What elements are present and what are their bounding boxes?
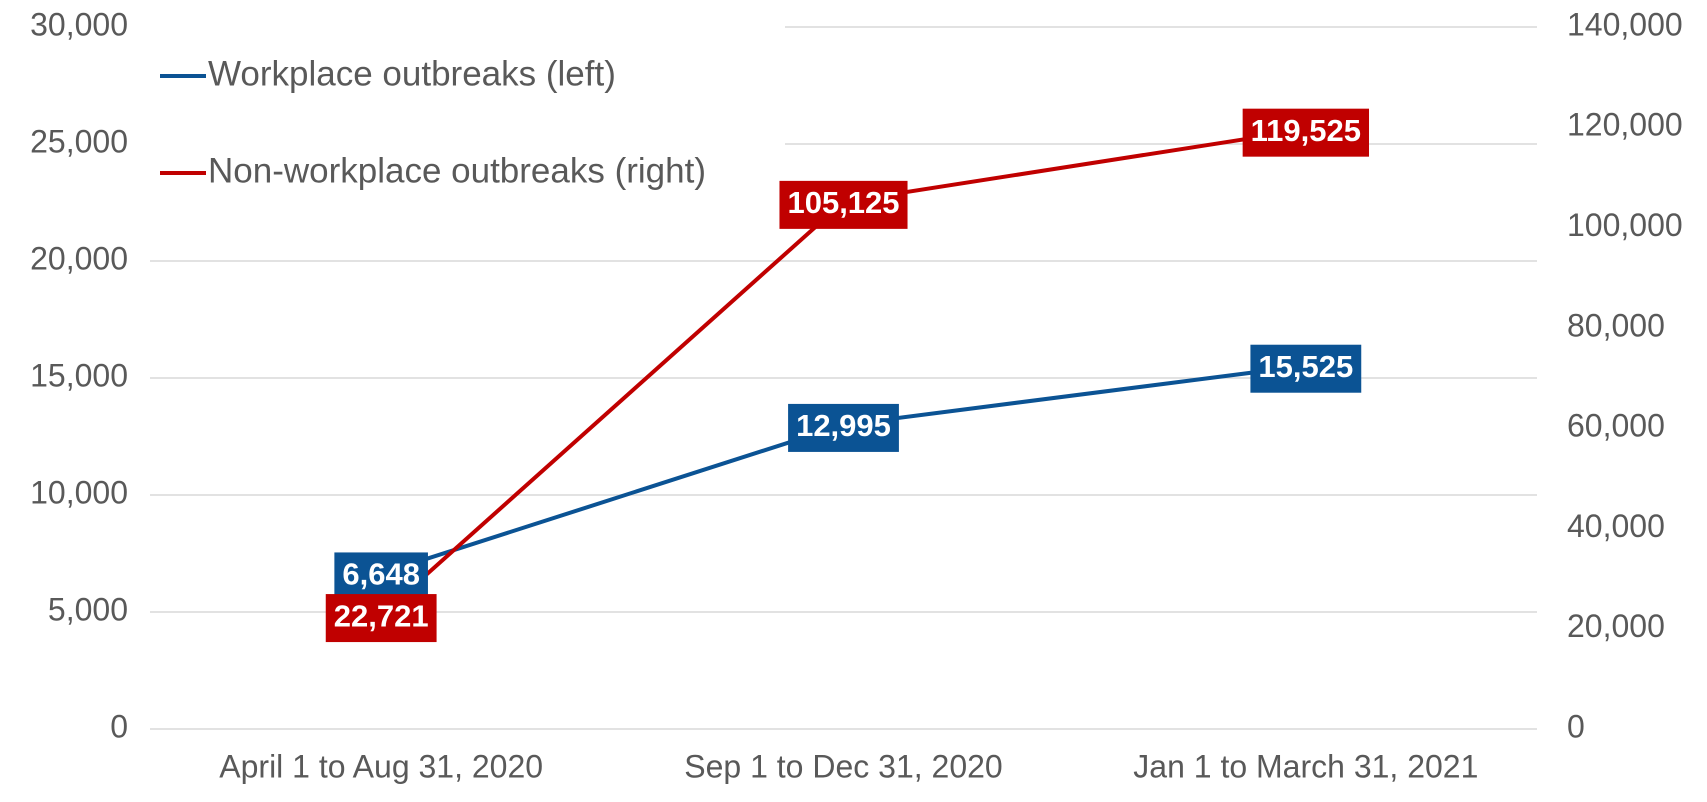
value-label-text: 15,525 xyxy=(1258,349,1353,384)
value-label-text: 22,721 xyxy=(334,598,429,633)
y-tick-label: 0 xyxy=(110,708,128,744)
value-label-box xyxy=(325,594,437,643)
y2-tick-label: 140,000 xyxy=(1567,6,1683,42)
y-tick-label: 25,000 xyxy=(30,123,128,159)
y2-tick-label: 0 xyxy=(1567,708,1585,744)
value-label: 15,525 xyxy=(1250,344,1362,393)
value-label: 119,525 xyxy=(1242,108,1370,157)
y2-tick-label: 20,000 xyxy=(1567,608,1665,644)
value-label-box xyxy=(1250,344,1362,393)
value-label-box xyxy=(334,552,428,601)
value-label-box xyxy=(1242,108,1370,157)
y-tick-label: 10,000 xyxy=(30,474,128,510)
value-label: 22,721 xyxy=(325,594,437,643)
value-label: 105,125 xyxy=(779,180,908,229)
y-tick-label: 15,000 xyxy=(30,357,128,393)
y-tick-label: 30,000 xyxy=(30,6,128,42)
y2-tick-label: 40,000 xyxy=(1567,508,1665,544)
y2-tick-label: 120,000 xyxy=(1567,107,1683,143)
value-label: 6,648 xyxy=(334,552,428,601)
x-tick-label: April 1 to Aug 31, 2020 xyxy=(219,748,543,784)
legend-label: Non-workplace outbreaks (right) xyxy=(208,151,706,190)
value-label-box xyxy=(788,403,899,452)
legend-label: Workplace outbreaks (left) xyxy=(208,54,616,93)
y-tick-label: 5,000 xyxy=(48,591,128,627)
y2-tick-label: 60,000 xyxy=(1567,408,1665,444)
y-tick-label: 20,000 xyxy=(30,240,128,276)
series-line xyxy=(380,363,1307,576)
legend-background xyxy=(150,10,785,210)
value-label-text: 12,995 xyxy=(796,408,891,443)
value-label: 12,995 xyxy=(788,403,899,452)
y2-tick-label: 100,000 xyxy=(1567,207,1683,243)
value-label-text: 119,525 xyxy=(1251,113,1361,148)
x-tick-label: Sep 1 to Dec 31, 2020 xyxy=(684,748,1002,784)
x-tick-label: Jan 1 to March 31, 2021 xyxy=(1133,748,1478,784)
value-label-text: 6,648 xyxy=(342,557,420,592)
value-label-box xyxy=(779,180,908,229)
value-label-text: 105,125 xyxy=(787,185,899,220)
y2-tick-label: 80,000 xyxy=(1567,307,1665,343)
